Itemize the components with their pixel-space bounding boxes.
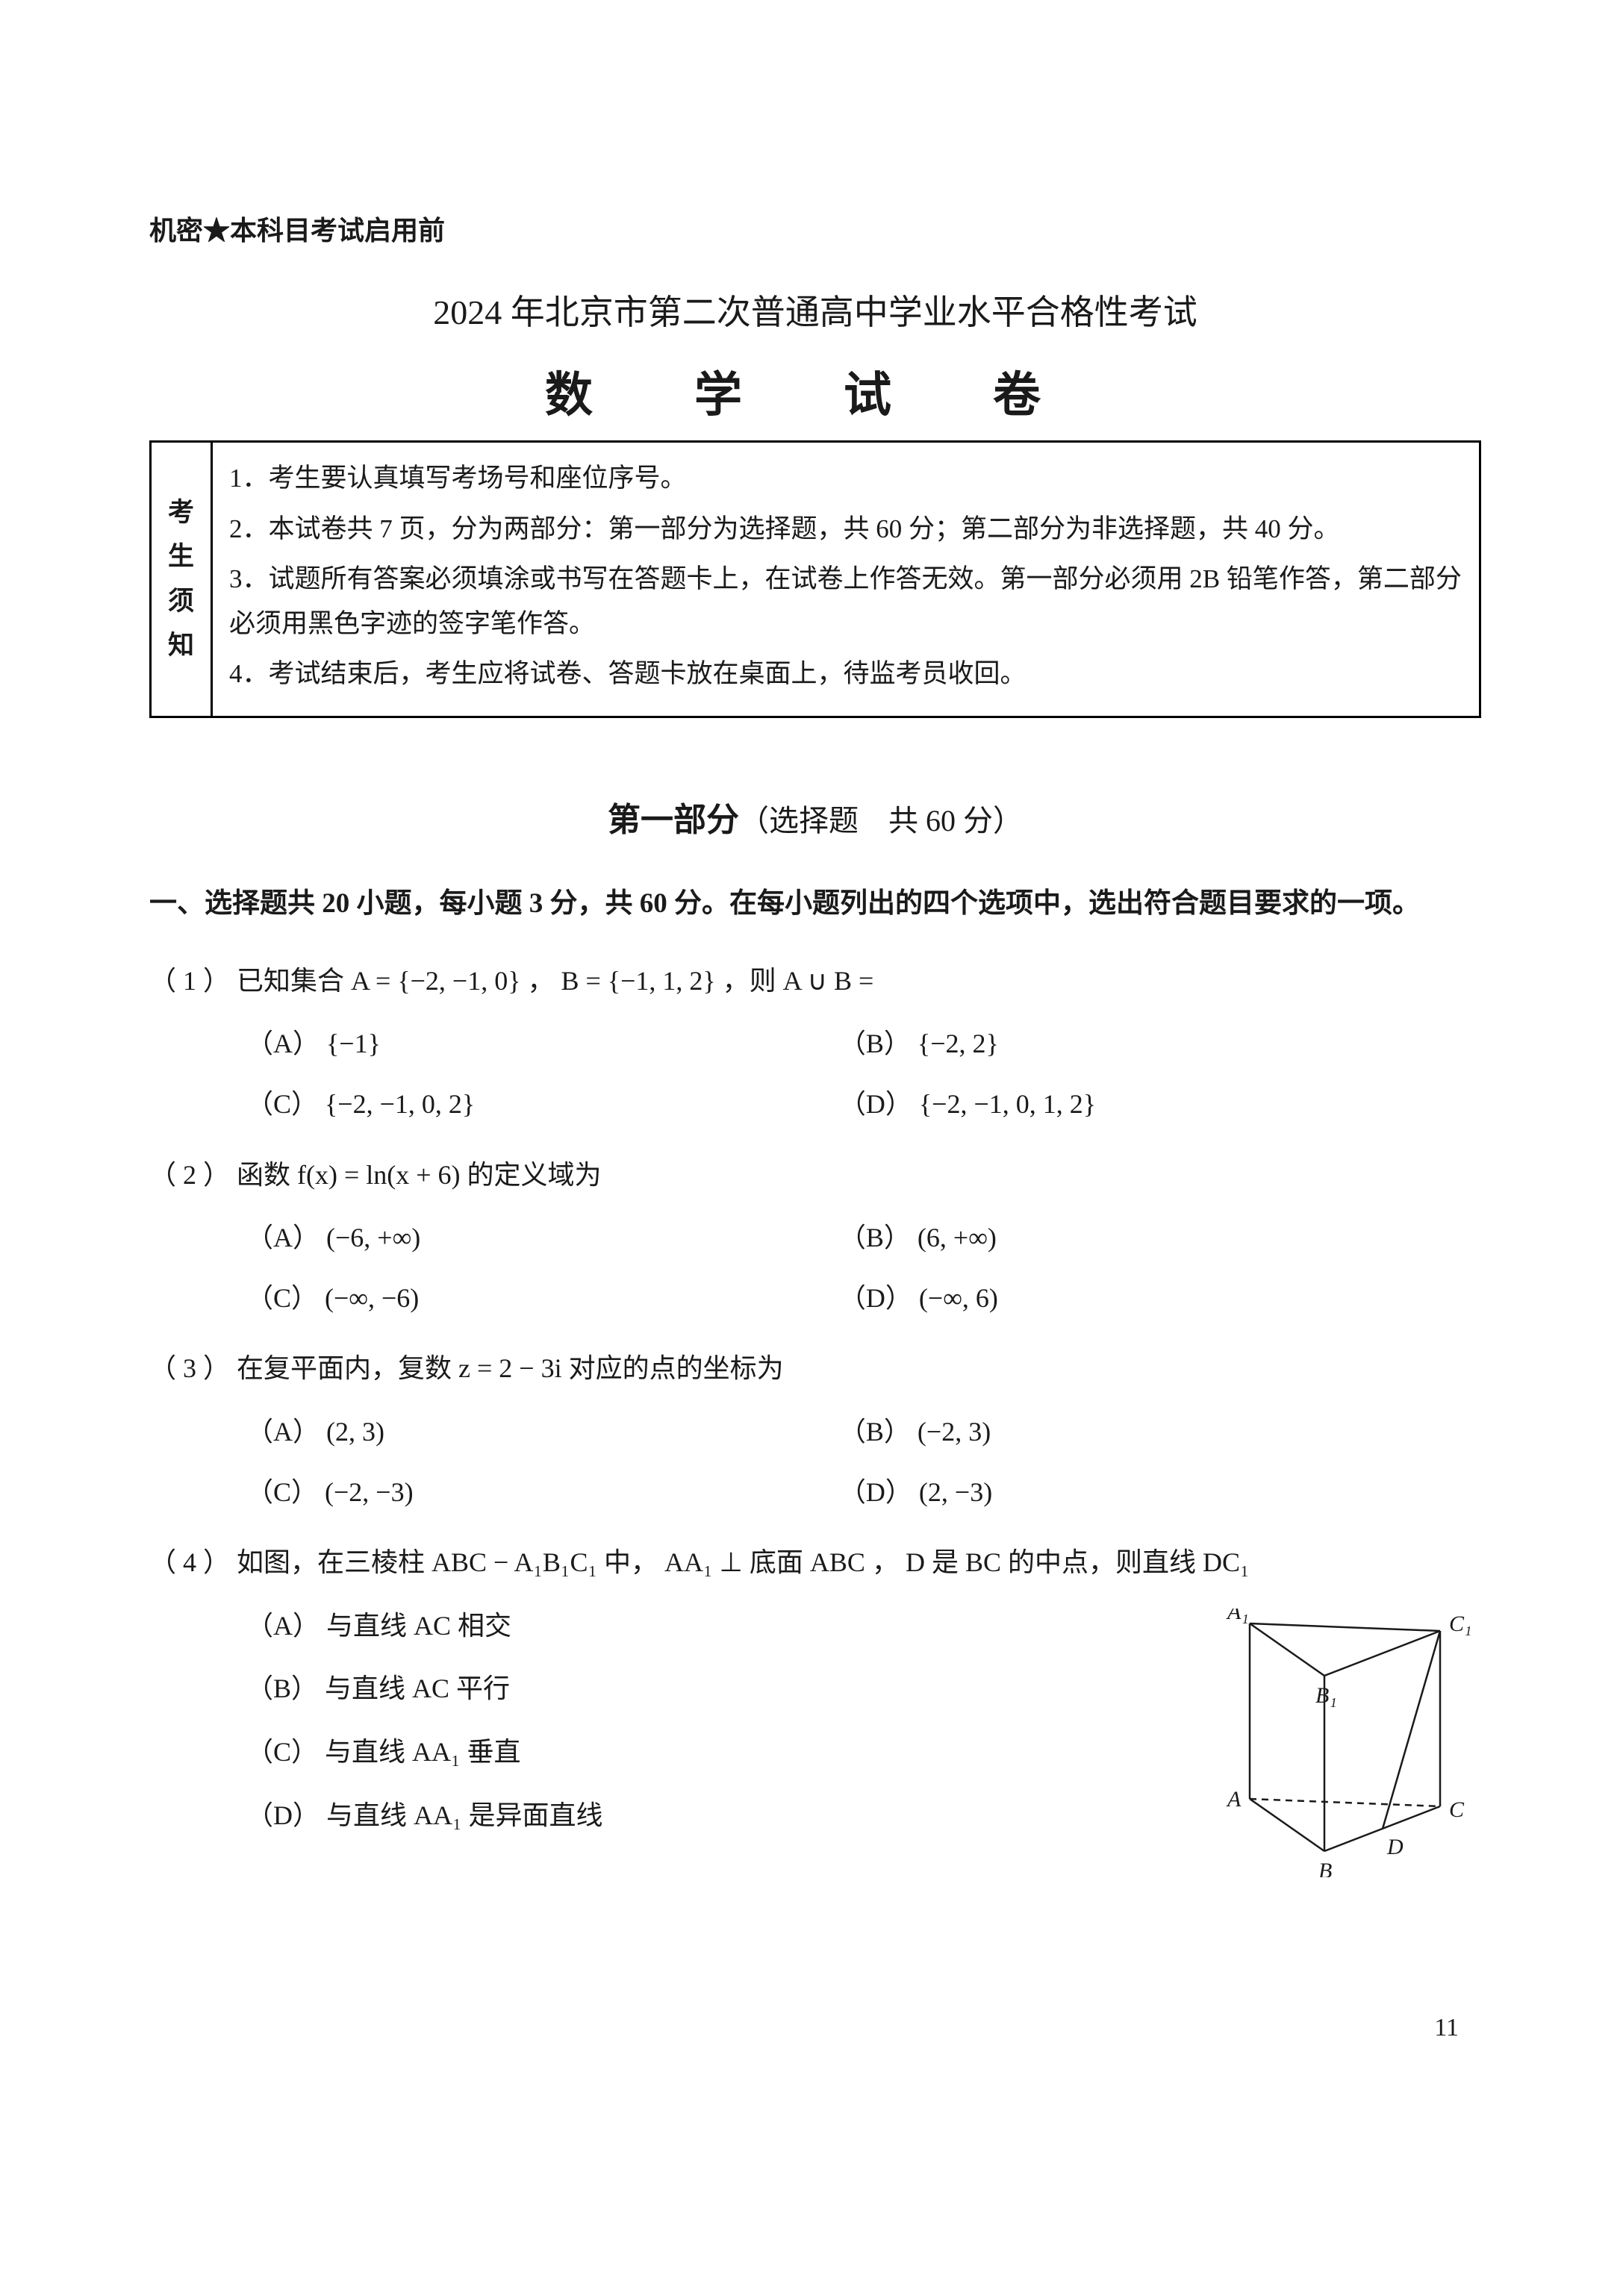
svg-text:C₁: C₁: [1449, 1612, 1471, 1636]
svg-text:A₁: A₁: [1226, 1609, 1249, 1624]
question-1: （ 1 ） 已知集合 A = {−2, −1, 0} ， B = {−1, 1,…: [149, 956, 1481, 1129]
notice-item: 2．本试卷共 7 页，分为两部分：第一部分为选择题，共 60 分；第二部分为非选…: [229, 507, 1462, 552]
svg-text:C: C: [1449, 1797, 1465, 1822]
option-d: （D） (2, −3): [839, 1467, 1432, 1517]
notice-label-char: 知: [168, 623, 194, 668]
option-a: （A） 与直线 AC 相交: [246, 1601, 1197, 1651]
question-3: （ 3 ） 在复平面内，复数 z = 2 − 3i 对应的点的坐标为 （A） (…: [149, 1344, 1481, 1517]
part1-instructions: 一、选择题共 20 小题，每小题 3 分，共 60 分。在每小题列出的四个选项中…: [216, 878, 1481, 930]
notice-table: 考 生 须 知 1．考生要认真填写考场号和座位序号。 2．本试卷共 7 页，分为…: [149, 440, 1481, 718]
notice-item: 1．考生要认真填写考场号和座位序号。: [229, 456, 1462, 501]
question-stem: （ 2 ） 函数 f(x) = ln(x + 6) 的定义域为: [149, 1150, 1481, 1200]
notice-body: 1．考生要认真填写考场号和座位序号。 2．本试卷共 7 页，分为两部分：第一部分…: [212, 442, 1480, 717]
notice-label-char: 生: [168, 534, 194, 579]
notice-label-char: 须: [168, 579, 194, 624]
svg-text:A: A: [1226, 1787, 1242, 1812]
option-c: （C） (−2, −3): [246, 1467, 839, 1517]
option-d: （D） 与直线 AA₁ 是异面直线: [246, 1791, 1197, 1841]
section-label: 第一部分: [608, 802, 739, 838]
page-number: 11: [1434, 2014, 1459, 2042]
option-a: （A） (−6, +∞): [246, 1213, 839, 1263]
svg-text:B: B: [1318, 1859, 1332, 1877]
question-4: （ 4 ） 如图，在三棱柱 ABC − A₁B₁C₁ 中， AA₁ ⊥ 底面 A…: [149, 1538, 1481, 1893]
svg-text:B₁: B₁: [1315, 1683, 1337, 1708]
question-stem: （ 1 ） 已知集合 A = {−2, −1, 0} ， B = {−1, 1,…: [149, 956, 1481, 1006]
question-stem: （ 3 ） 在复平面内，复数 z = 2 − 3i 对应的点的坐标为: [149, 1344, 1481, 1394]
svg-text:D: D: [1386, 1835, 1404, 1859]
notice-vertical-label: 考 生 须 知: [151, 442, 212, 717]
option-c: （C） 与直线 AA₁ 垂直: [246, 1727, 1197, 1777]
option-b: （B） (6, +∞): [839, 1213, 1432, 1263]
option-b: （B） (−2, 3): [839, 1407, 1432, 1457]
question-2: （ 2 ） 函数 f(x) = ln(x + 6) 的定义域为 （A） (−6,…: [149, 1150, 1481, 1323]
exam-title: 2024 年北京市第二次普通高中学业水平合格性考试: [149, 285, 1481, 334]
option-c: （C） {−2, −1, 0, 2}: [246, 1079, 839, 1129]
option-b: （B） {−2, 2}: [839, 1019, 1432, 1069]
option-b: （B） 与直线 AC 平行: [246, 1664, 1197, 1714]
option-d: （D） {−2, −1, 0, 1, 2}: [839, 1079, 1432, 1129]
section-header: 第一部分（选择题 共 60 分）: [149, 793, 1481, 840]
notice-label-char: 考: [168, 490, 194, 535]
option-a: （A） {−1}: [246, 1019, 839, 1069]
notice-item: 3．试题所有答案必须填涂或书写在答题卡上，在试卷上作答无效。第一部分必须用 2B…: [229, 557, 1462, 646]
confidential-header: 机密★本科目考试启用前: [149, 209, 1481, 248]
option-d: （D） (−∞, 6): [839, 1273, 1432, 1323]
prism-figure: A₁ C₁ B₁ A C B D: [1197, 1601, 1481, 1894]
option-a: （A） (2, 3): [246, 1407, 839, 1457]
section-detail: （选择题 共 60 分）: [739, 804, 1023, 837]
question-stem: （ 4 ） 如图，在三棱柱 ABC − A₁B₁C₁ 中， AA₁ ⊥ 底面 A…: [149, 1538, 1481, 1588]
option-c: （C） (−∞, −6): [246, 1273, 839, 1323]
notice-item: 4．考试结束后，考生应将试卷、答题卡放在桌面上，待监考员收回。: [229, 652, 1462, 696]
subject-title: 数 学 试 卷: [149, 357, 1481, 425]
